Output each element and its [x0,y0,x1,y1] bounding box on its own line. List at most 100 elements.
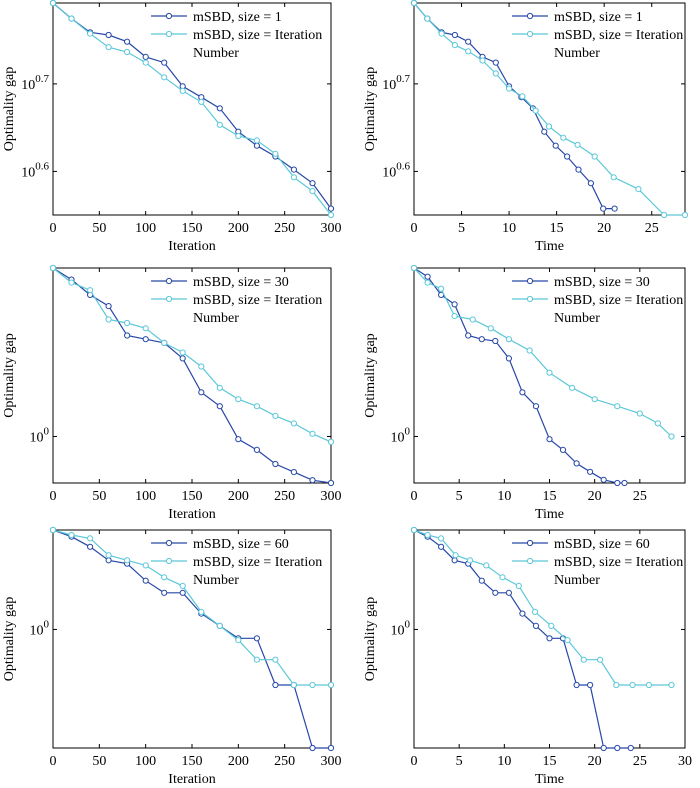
data-point [614,403,621,410]
data-point [290,174,297,181]
data-point [465,332,472,339]
data-point [87,287,94,294]
x-tick-label: 100 [135,754,156,769]
data-point [600,744,607,752]
data-point [627,744,634,752]
chart-panel-row1-left: 0 50 100 150 200 250 300100.7100.6IterationOpt… [2,0,342,254]
data-point [105,303,112,310]
data-point [546,635,553,642]
data-point [424,279,431,286]
x-axis-label: Time [535,772,564,787]
data-point [564,153,571,160]
data-point [142,577,149,584]
data-point [327,211,335,219]
data-point [668,433,675,440]
data-point [654,420,662,427]
y-tick-label: 100.6 [21,160,49,180]
y-axis-label: Optimality gap [363,597,378,681]
x-tick-label: 0 [50,221,57,236]
y-axis-label: Optimality gap [2,597,17,681]
data-point [635,186,642,193]
x-tick-label: 150 [182,489,203,504]
legend-entry: mSBD, size = 60 [193,537,289,552]
data-point [452,552,459,559]
series-line-1 [52,2,332,209]
legend-entry: mSBD, size = Iteration Number [193,293,322,326]
legend-swatch-marker [526,295,534,303]
legend-entry: mSBD, size = Iteration Number [554,293,683,326]
y-tick-base: 10 [21,165,35,180]
data-point [587,180,595,187]
data-point [613,681,620,689]
data-point [327,744,335,752]
data-point [161,59,168,66]
data-point [272,656,279,663]
y-tick-base: 10 [30,430,44,445]
x-tick-label: 50 [92,489,106,504]
data-point [235,436,242,443]
data-point [235,132,242,140]
y-tick-exponent: 0 [405,618,411,630]
data-point [600,476,607,483]
data-point [465,38,472,45]
data-point [492,589,499,596]
legend-swatch-marker [526,277,534,285]
data-point [515,582,522,590]
data-point [506,85,513,92]
x-tick-label: 250 [274,221,295,236]
x-axis-label: Iteration [168,239,215,254]
data-point [587,681,594,689]
data-point [614,479,621,487]
y-axis-label: Optimality gap [2,67,17,151]
y-tick-base: 10 [391,430,405,445]
y-tick-label: 100 [30,425,50,445]
y-tick-base: 10 [30,623,44,638]
x-tick-label: 100 [135,221,156,236]
data-point [611,205,618,212]
data-point [591,153,598,160]
x-tick-label: 200 [228,489,249,504]
data-point [487,325,494,332]
data-point [124,319,131,327]
y-tick-exponent: 0 [405,425,411,437]
data-point [438,30,445,37]
data-point [492,70,499,77]
data-point [614,744,621,752]
data-point [272,150,279,157]
data-point [161,574,168,581]
series-line-2 [413,529,672,686]
data-point [564,637,571,644]
data-point [142,59,149,66]
data-point [327,479,335,487]
legend-swatch-marker [526,30,534,38]
y-tick-base: 10 [382,165,396,180]
data-point [179,589,186,596]
x-tick-label: 0 [50,489,57,504]
y-tick-base: 10 [21,78,35,93]
x-axis-label: Iteration [168,507,215,522]
data-point [548,622,555,630]
data-point [600,205,607,212]
y-tick-exponent: 0 [44,618,50,630]
data-point [575,166,582,173]
chart-panel-row3-left: 0 50 100 150 200 250 300100IterationOptimality… [2,526,342,787]
data-point [327,438,335,445]
data-point [198,389,205,396]
x-axis-label: Time [535,239,564,254]
y-axis-label: Optimality gap [363,67,378,151]
data-point [49,526,57,534]
x-tick-label: 100 [135,489,156,504]
data-point [198,98,205,106]
legend-swatch-marker [165,277,173,285]
y-tick-label: 100.6 [382,160,410,180]
data-point [478,577,485,584]
legend-line: mSBD, size = Iteration [554,28,683,43]
x-tick-label: 30 [678,754,692,769]
chart-panel-row2-left: 0 50 100 150 200 250 300100IterationOptimality… [2,264,342,522]
series-line-2 [52,267,332,443]
data-point [142,325,149,332]
data-point [645,681,653,689]
data-point [124,332,131,339]
legend-entry: mSBD, size = Iteration Number [554,555,683,588]
